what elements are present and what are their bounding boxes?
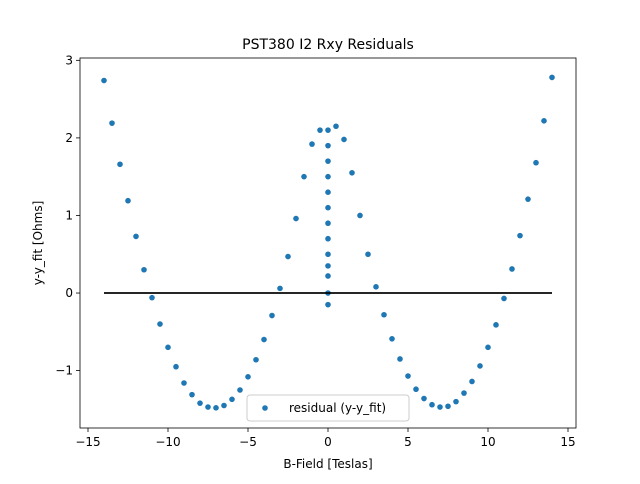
data-point [261, 336, 267, 343]
y-tick-label: 1 [65, 208, 73, 222]
data-point [269, 312, 275, 319]
data-point [437, 404, 443, 410]
x-tick-label: 5 [404, 435, 412, 449]
data-point [325, 263, 331, 269]
axes-frame [79, 57, 577, 429]
data-point [173, 363, 179, 370]
x-tick-label: −15 [75, 435, 100, 449]
data-point [197, 400, 203, 406]
data-point [405, 373, 411, 379]
data-point [317, 127, 323, 133]
data-point [517, 232, 523, 239]
data-point [325, 220, 331, 227]
data-point [253, 356, 259, 363]
legend-box [246, 394, 410, 422]
data-point [325, 235, 331, 242]
data-point [549, 74, 555, 81]
data-point [325, 127, 331, 133]
data-point [493, 322, 499, 328]
data-point [149, 294, 155, 301]
x-axis-label: B-Field [Teslas] [283, 457, 372, 471]
data-point [165, 344, 171, 351]
data-point [413, 386, 419, 393]
y-axis-label: y-y_fit [Ohms] [31, 201, 45, 286]
data-point [133, 233, 139, 240]
data-point [213, 405, 219, 411]
data-point [397, 356, 403, 362]
data-point [541, 118, 547, 124]
data-point [349, 170, 355, 176]
data-point [469, 378, 475, 385]
y-tick-label: 2 [65, 131, 73, 145]
data-point [205, 404, 211, 410]
data-point [325, 301, 331, 308]
x-tick-label: −5 [239, 435, 257, 449]
data-point [501, 295, 507, 302]
data-point [301, 173, 307, 180]
data-point [333, 123, 339, 130]
data-point [277, 285, 283, 292]
data-point [325, 204, 331, 211]
data-point [357, 212, 363, 219]
data-point [325, 142, 331, 149]
data-point [453, 398, 459, 405]
data-point [381, 311, 387, 318]
data-point [309, 141, 315, 147]
data-point [421, 395, 427, 402]
data-point [125, 197, 131, 204]
data-point [141, 266, 147, 273]
data-point [293, 215, 299, 222]
data-point [429, 401, 435, 408]
x-tick-label: −10 [155, 435, 180, 449]
data-point [389, 335, 395, 342]
data-point [189, 391, 195, 398]
data-point [221, 402, 227, 409]
data-point [461, 390, 467, 396]
data-point [157, 321, 163, 327]
data-point [525, 196, 531, 202]
data-point [533, 159, 539, 166]
data-point [237, 387, 243, 393]
data-point [325, 158, 331, 164]
data-point [325, 189, 331, 195]
data-point [341, 136, 347, 143]
legend-label: residual (y-y_fit) [289, 401, 386, 415]
data-point [109, 120, 115, 126]
data-point [477, 363, 483, 369]
legend-marker [262, 405, 268, 411]
data-point [101, 77, 107, 84]
x-tick-label: 0 [324, 435, 332, 449]
data-point [325, 273, 331, 279]
data-point [373, 284, 379, 290]
data-point [181, 380, 187, 386]
data-point [509, 266, 515, 272]
data-point [325, 173, 331, 180]
data-point [365, 251, 371, 258]
data-point [245, 374, 251, 380]
data-point [117, 161, 123, 168]
x-tick-label: 15 [560, 435, 575, 449]
x-tick-label: 10 [480, 435, 495, 449]
data-point [285, 253, 291, 260]
data-point [325, 251, 331, 258]
y-tick-label: 0 [65, 286, 73, 300]
chart-title: PST380 I2 Rxy Residuals [242, 37, 414, 53]
data-point [229, 396, 235, 403]
y-tick-label: −1 [55, 364, 73, 378]
y-tick-label: 3 [65, 53, 73, 67]
data-point [445, 403, 451, 410]
data-point [485, 344, 491, 351]
